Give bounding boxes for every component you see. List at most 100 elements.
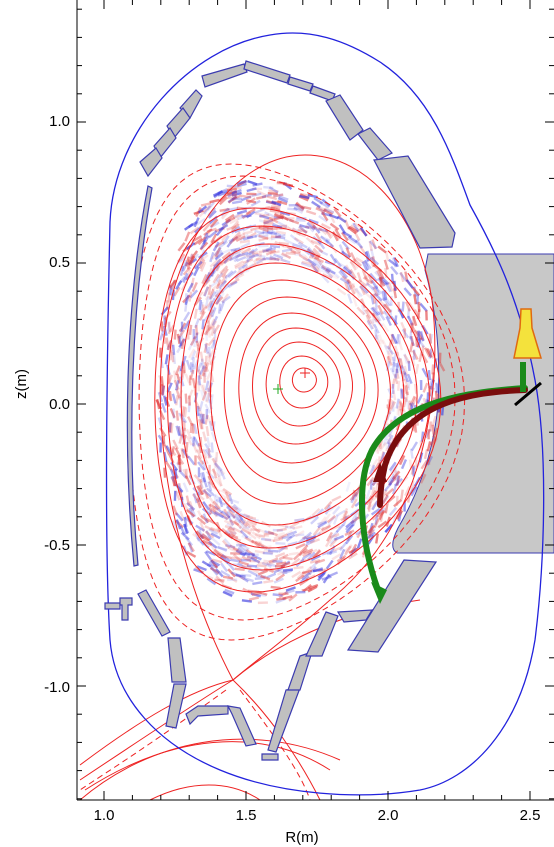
fluctuation-streak [341,275,352,284]
fluctuation-streak [284,525,296,530]
fluctuation-streak [247,569,258,577]
fluctuation-streak [272,528,283,532]
fluctuation-streak [419,379,423,391]
fluctuation-streak [228,236,239,243]
separatrix-line [232,679,321,800]
fluctuation-streak [396,475,400,486]
fluctuation-streak [261,193,272,199]
fluctuation-streak [285,586,296,592]
fluctuation-streak [390,265,399,276]
fluctuation-streak [244,536,254,544]
fluctuation-streak [395,333,400,345]
fluctuation-streak [302,534,312,543]
fluctuation-streak [315,265,323,276]
fluctuation-streak [403,287,412,297]
fluctuation-streak [309,559,321,564]
fluctuation-streak [392,470,401,480]
tile [373,155,456,249]
fluctuation-streak [212,468,218,479]
fluctuation-streak [397,406,402,417]
fluctuation-streak [413,294,418,305]
fluctuation-streak [345,534,354,545]
fluctuation-streak [370,287,379,297]
fluctuation-streak [180,259,187,270]
fluctuation-streak [277,197,288,204]
fluctuation-streak [419,302,428,312]
fluctuation-streak [268,216,279,224]
fluctuation-streak [426,455,434,466]
fluctuation-streak [230,507,237,518]
fluctuation-streak [309,264,319,273]
fluctuation-streak [203,488,210,499]
fluctuation-streak [393,468,398,479]
fluctuation-streak [189,436,198,447]
fluctuation-streak [198,310,206,321]
fluctuation-streak [246,555,257,563]
fluctuation-streak [366,527,376,537]
fluctuation-streak [416,301,421,313]
fluctuation-streak [394,477,403,487]
fluctuation-streak [302,257,313,264]
fluctuation-streak [197,461,206,471]
fluctuation-streak [270,235,281,241]
fluctuation-streak [160,376,164,387]
fluctuation-streak [399,454,405,465]
fluctuation-streak [369,464,376,475]
fluctuation-streak [241,264,252,272]
fluctuation-streak [307,258,317,267]
fluctuation-streak [292,242,303,249]
fluctuation-streak [193,336,196,348]
fluctuation-streak [185,509,196,518]
fluctuation-streak [305,225,316,230]
fluctuation-streak [359,285,368,294]
fluctuation-streak [295,231,307,238]
fluctuation-streak [286,245,297,254]
fluctuation-streak [248,553,259,557]
fluctuation-streak [234,567,245,572]
fluctuation-streak [324,500,333,511]
fluctuation-streak [321,211,329,222]
fluctuation-streak [298,225,308,234]
fluctuation-streak [291,570,302,579]
fluctuation-streak [345,519,355,529]
fluctuation-streak [248,253,259,259]
fluctuation-streak [370,248,375,259]
fluctuation-streak [187,389,194,400]
fluctuation-streak [220,248,231,255]
fluctuation-streak [372,306,376,317]
fluctuation-streak [192,532,202,541]
fluctuation-streak [410,486,418,497]
fluctuation-streak [329,533,340,539]
tile [226,705,257,747]
fluctuation-streak [235,235,246,242]
fluctuation-streak [278,241,289,246]
fluctuation-streak [271,200,282,207]
fluctuation-streak [373,292,383,302]
fluctuation-streak [244,551,255,556]
fluctuation-streak [438,352,442,363]
fluctuation-streak [372,286,379,297]
fluctuation-streak [432,427,439,438]
fluctuation-streak [180,321,184,332]
fluctuation-streak [212,550,223,558]
fluctuation-streak [227,515,235,526]
fluctuation-streak [364,275,370,286]
fluctuation-streak [277,224,288,228]
fluctuation-streak [173,329,177,340]
fluctuation-streak [262,551,273,556]
fluctuation-streak [231,556,242,561]
fluctuation-streak [206,201,215,211]
fluctuation-streak [157,417,163,428]
fluctuation-streak [201,366,208,377]
fluctuation-streak [427,429,430,440]
fluctuation-streak [206,487,215,497]
fluctuation-streak [233,520,243,529]
fluctuation-streak [256,593,267,597]
fluctuation-streak [195,324,198,336]
fluctuation-streak [317,526,325,537]
fluctuation-streak [226,238,235,248]
fluctuation-streak [214,296,224,306]
fluctuation-streak [284,589,295,595]
fluctuation-streak [210,526,221,533]
fluctuation-streak [288,593,298,602]
